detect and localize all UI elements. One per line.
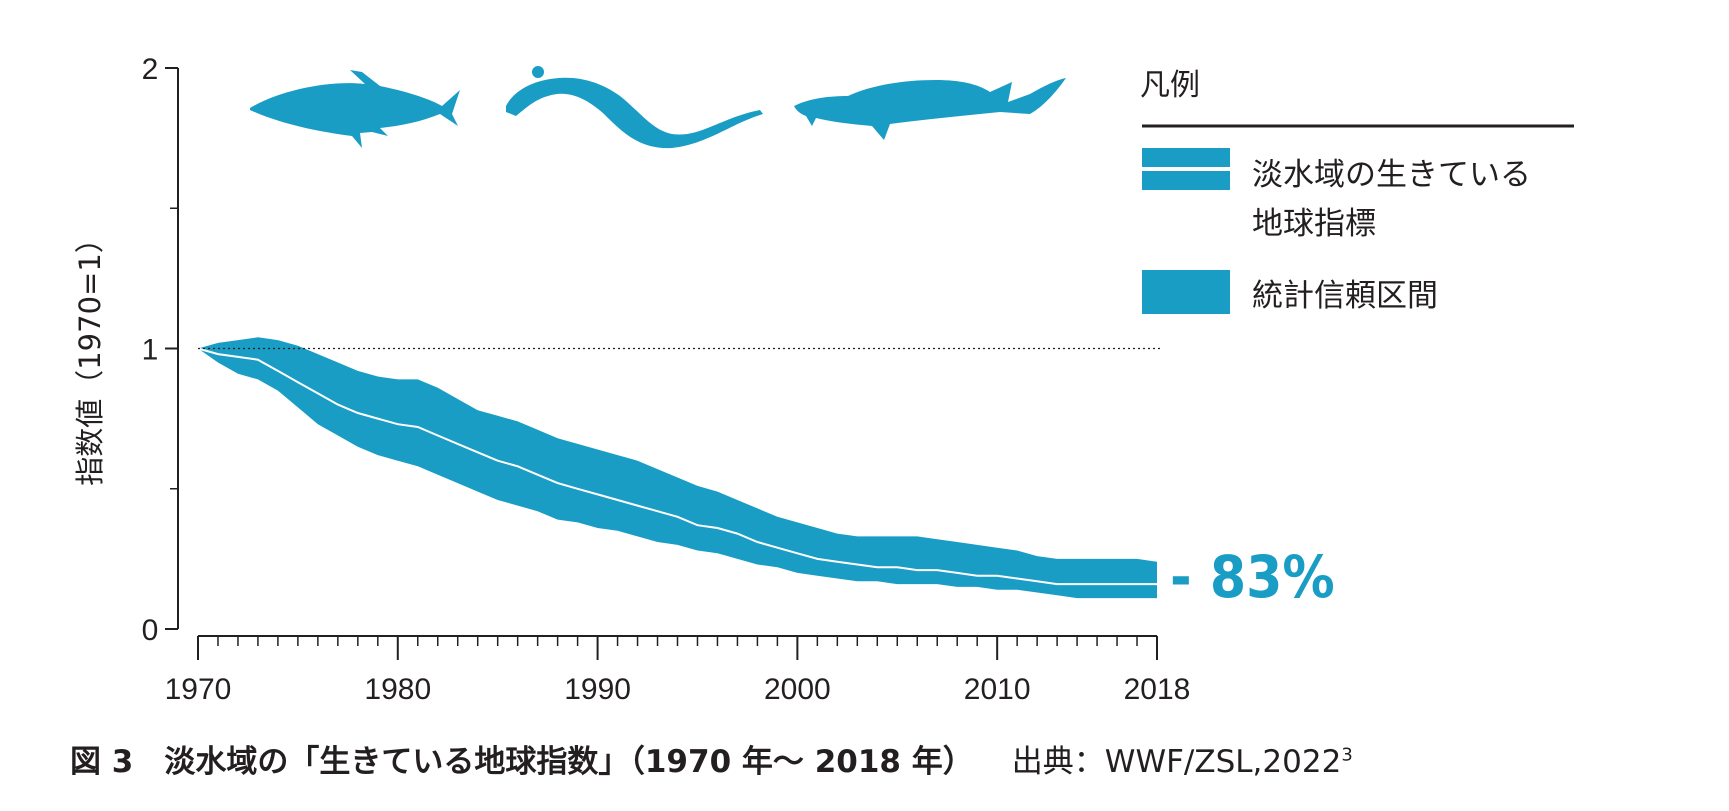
legend-swatch-ci [1142,270,1230,314]
caption-source-text: 出典：WWF/ZSL,2022 [1011,744,1342,780]
eel-icon [506,66,763,149]
sturgeon-icon [794,78,1066,140]
x-tick-label: 1980 [364,673,431,706]
caption-title: 図 3 淡水域の「生きている地球指数」（1970 年〜 2018 年） [70,744,974,780]
x-ticks: 1970 1980 1990 2000 2010 2018 [165,636,1191,706]
y-tick-label: 0 [142,614,159,647]
y-ticks: 0 1 2 [142,53,178,647]
x-tick-label: 2010 [964,673,1031,706]
confidence-band [198,337,1157,599]
legend-label-index-line1: 淡水域の生きている [1252,157,1531,193]
legend: 凡例 淡水域の生きている 地球指標 統計信頼区間 [1140,68,1574,314]
x-tick-label: 1990 [564,673,631,706]
change-annotation: - 83% [1170,543,1335,611]
y-tick-label: 2 [142,53,159,86]
figure-caption: 図 3 淡水域の「生きている地球指数」（1970 年〜 2018 年） 出典：WW… [70,736,1353,781]
x-tick-label: 2000 [764,673,831,706]
legend-label-index-line2: 地球指標 [1252,206,1376,242]
salmon-icon [250,70,460,148]
axes: 1970 1980 1990 2000 2010 2018 0 1 2 [142,53,1191,706]
legend-swatch-index [1142,148,1230,190]
x-tick-label: 1970 [165,673,232,706]
legend-label-ci: 統計信頼区間 [1252,278,1438,314]
legend-title: 凡例 [1140,68,1200,103]
x-tick-label: 2018 [1124,673,1191,706]
caption-source: 出典：WWF/ZSL,20223 [1012,744,1353,780]
y-tick-label: 1 [142,334,159,367]
plot-area [197,337,1161,599]
caption-source-ref: 3 [1341,744,1353,766]
index-line [197,347,1157,586]
y-axis-label: 指数値（1970=1） [73,224,107,486]
